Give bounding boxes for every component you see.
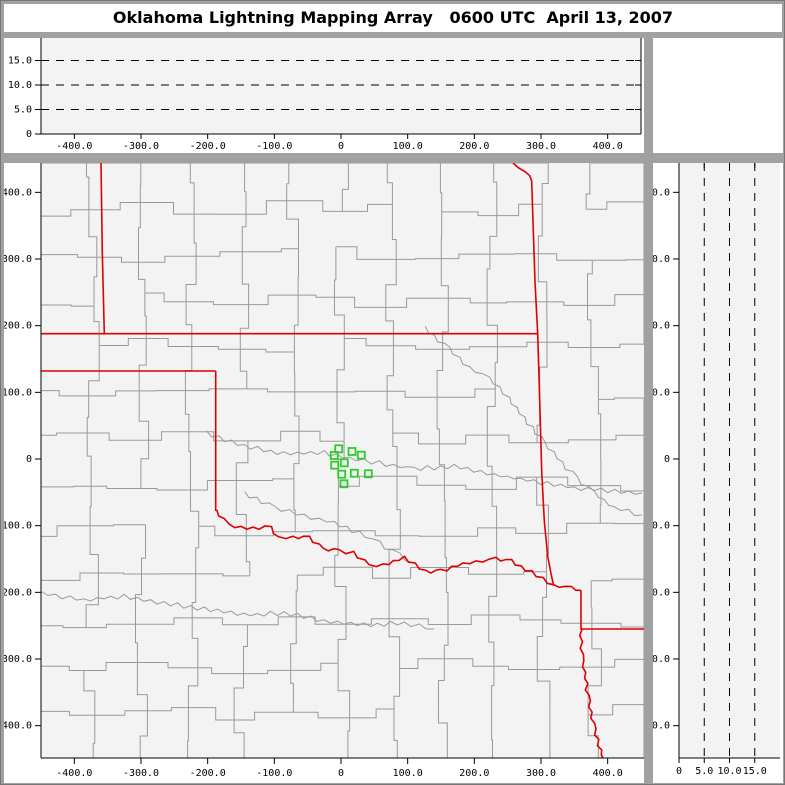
ns-tick-label: 100.0: [4, 387, 32, 398]
altitude-ew-panel[interactable]: 15.0 10.0 5.0 0 -400.0 -300.0 -200.0 -100.0 0 100…: [4, 38, 644, 153]
ns-tick-label: 200.0: [4, 321, 32, 332]
lma-station-marker: [339, 458, 349, 468]
axes: [35, 163, 644, 764]
axes: [673, 163, 780, 763]
ew-tick-label: -400.0: [56, 141, 92, 152]
altitude-tick-label: 0: [26, 129, 32, 140]
plan-view-map[interactable]: 400.0 300.0 200.0 100.0 0 -100.0 -200.0 -300.0 -…: [4, 163, 644, 783]
altitude-tick-label: 10.0: [8, 80, 32, 91]
map-content: [41, 163, 644, 758]
lma-station-marker: [329, 451, 339, 460]
ew-tick-label: -100.0: [256, 141, 292, 152]
ew-tick-label: 0: [338, 141, 344, 152]
ns-tick-label: -400.0: [4, 721, 32, 732]
lma-station-marker: [356, 450, 366, 460]
ew-tick-label: 400.0: [593, 141, 623, 152]
lma-station-marker: [337, 469, 347, 479]
ns-tick-label: 0: [664, 454, 670, 465]
ew-tick-label: 400.0: [593, 768, 623, 779]
ns-tick-label: -300.0: [4, 654, 32, 665]
axis-labels: 400.0 300.0 200.0 100.0 0 -100.0 -200.0 -300.0 -…: [4, 187, 623, 779]
ns-tick-label: -100.0: [653, 521, 670, 532]
river-lines: [41, 326, 643, 630]
axes: [35, 38, 642, 139]
ew-tick-label: -300.0: [123, 768, 159, 779]
map-background: [41, 163, 644, 758]
ns-tick-label: 400.0: [4, 187, 32, 198]
ns-tick-label: -300.0: [653, 654, 670, 665]
alt-tick-label: 15.0: [743, 766, 767, 777]
axis-labels: 400.0 300.0 200.0 100.0 0 -100.0 -200.0 -300.0 -…: [653, 187, 767, 777]
ew-tick-label: 0: [338, 768, 344, 779]
lma-station-marker: [334, 444, 344, 454]
plot-background: [41, 38, 641, 134]
axis-labels: 15.0 10.0 5.0 0 -400.0 -300.0 -200.0 -100.0 0 100…: [8, 56, 623, 153]
altitude-tick-label: 5.0: [14, 105, 32, 116]
alt-tick-label: 10.0: [717, 766, 741, 777]
ew-tick-label: 200.0: [459, 768, 489, 779]
ew-tick-label: -300.0: [123, 141, 159, 152]
ns-tick-label: 100.0: [653, 387, 670, 398]
alt-tick-label: 0: [676, 766, 682, 777]
ns-tick-label: -100.0: [4, 521, 32, 532]
lma-station-marker: [330, 460, 340, 470]
ns-tick-label: 200.0: [653, 321, 670, 332]
ns-tick-label: 300.0: [4, 254, 32, 265]
altitude-tick-label: 15.0: [8, 56, 32, 67]
ew-tick-label: 100.0: [393, 141, 423, 152]
lma-stations: [329, 444, 373, 489]
ew-tick-label: 200.0: [459, 141, 489, 152]
ew-tick-label: 300.0: [526, 768, 556, 779]
ew-tick-label: -400.0: [56, 768, 92, 779]
altitude-guides: [703, 163, 756, 758]
ew-tick-label: 100.0: [393, 768, 423, 779]
ew-tick-label: -200.0: [190, 768, 226, 779]
lma-station-marker: [347, 447, 357, 456]
ns-tick-label: 300.0: [653, 254, 670, 265]
ns-tick-label: 400.0: [653, 187, 670, 198]
lma-station-marker: [339, 479, 349, 489]
plan-view-panel[interactable]: 400.0 300.0 200.0 100.0 0 -100.0 -200.0 -300.0 -…: [4, 163, 644, 783]
window-title: Oklahoma Lightning Mapping Array 0600 UT…: [4, 4, 782, 32]
altitude-ew-plot[interactable]: 15.0 10.0 5.0 0 -400.0 -300.0 -200.0 -100.0 0 100…: [4, 38, 644, 153]
ns-tick-label: -200.0: [4, 587, 32, 598]
ew-tick-label: 300.0: [526, 141, 556, 152]
ew-tick-label: -200.0: [190, 141, 226, 152]
ns-tick-label: -400.0: [653, 721, 670, 732]
ew-tick-label: -100.0: [256, 768, 292, 779]
county-lines: [41, 163, 644, 758]
ns-tick-label: 0: [26, 454, 32, 465]
lma-station-marker: [363, 469, 373, 479]
lma-station-marker: [349, 468, 359, 478]
plot-background: [679, 163, 780, 758]
alt-tick-label: 5.0: [695, 766, 713, 777]
state-borders: [41, 163, 644, 758]
corner-panel: [653, 38, 783, 153]
altitude-ns-panel[interactable]: 400.0 300.0 200.0 100.0 0 -100.0 -200.0 -300.0 -…: [653, 163, 783, 783]
ns-tick-label: -200.0: [653, 587, 670, 598]
altitude-guides: [41, 60, 641, 110]
altitude-ns-plot[interactable]: 400.0 300.0 200.0 100.0 0 -100.0 -200.0 -300.0 -…: [653, 163, 783, 783]
